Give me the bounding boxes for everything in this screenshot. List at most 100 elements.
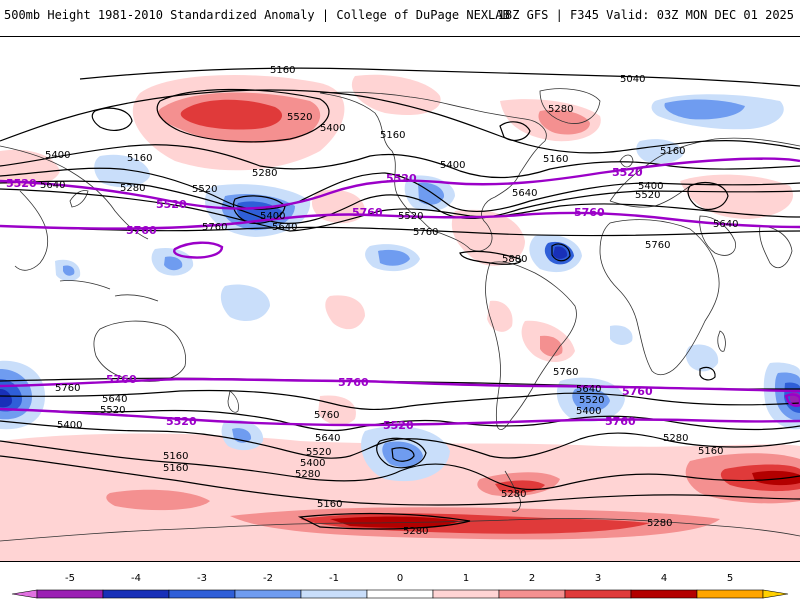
legend-color-swatch xyxy=(36,589,104,599)
coastline-new-zealand xyxy=(227,390,239,413)
contour-label: 5160 xyxy=(163,463,188,474)
coastlines xyxy=(0,88,800,542)
contour-label: 5040 xyxy=(620,74,645,85)
legend-color-swatch xyxy=(696,589,764,599)
legend-tick-labels: -5 -4 -3 -2 -1 0 1 2 3 4 5 xyxy=(65,573,733,584)
legend-tick-label: -4 xyxy=(131,573,141,584)
anomaly-negative-region xyxy=(164,256,183,271)
map-title: 500mb Height 1981-2010 Standardized Anom… xyxy=(4,8,510,22)
coastline-south-america xyxy=(485,261,577,430)
contour-label: 5400 xyxy=(638,181,663,192)
contour-low-south-atlantic xyxy=(699,366,716,381)
contour-5520-south xyxy=(0,408,800,432)
legend-tick-label: 0 xyxy=(397,573,403,584)
purple-contour-closed-pacific xyxy=(173,241,224,259)
contour-label: 5520 xyxy=(287,112,312,123)
map-canvas: 5160 5040 5520 5400 5280 5160 5400 5160 … xyxy=(0,65,800,561)
contour-labels: 5160 5040 5520 5400 5280 5160 5400 5160 … xyxy=(40,65,738,537)
coastline-india xyxy=(759,225,793,268)
contour-5400-south xyxy=(0,420,800,459)
contour-5160-north-pacific xyxy=(0,89,800,154)
header: 500mb Height 1981-2010 Standardized Anom… xyxy=(0,0,800,36)
contour-label: 5520 xyxy=(398,211,423,222)
contour-label: 5280 xyxy=(647,518,672,529)
purple-contour-label: 5760 xyxy=(352,206,383,219)
anomaly-positive-region xyxy=(330,516,460,528)
coastline-madagascar xyxy=(717,330,726,352)
coastline-africa xyxy=(599,219,720,376)
legend-tick-label: 2 xyxy=(529,573,535,584)
purple-contour-label: 5520 xyxy=(386,172,417,185)
anomaly-positive-region xyxy=(487,300,513,332)
contour-label: 5400 xyxy=(576,406,601,417)
contour-label: 5520 xyxy=(192,184,217,195)
contour-label: 5280 xyxy=(403,526,428,537)
purple-contour-label: 5520 xyxy=(6,177,37,190)
coastline-japan xyxy=(69,190,89,208)
contour-label: 5760 xyxy=(55,383,80,394)
contour-low-eurasia xyxy=(687,182,729,210)
contour-label: 5280 xyxy=(252,168,277,179)
contour-label: 5400 xyxy=(57,420,82,431)
contour-5160-south xyxy=(0,455,800,506)
contour-5640-south xyxy=(0,389,800,411)
contour-label: 5640 xyxy=(512,188,537,199)
anomaly-negative-region xyxy=(636,139,684,164)
legend-tick-label: 4 xyxy=(661,573,667,584)
anomaly-negative-region xyxy=(63,265,75,276)
contour-5640-north xyxy=(0,188,800,232)
contour-ring-northwest xyxy=(91,107,133,131)
contour-label: 5640 xyxy=(272,222,297,233)
contour-label: 5400 xyxy=(440,160,465,171)
contour-label: 5400 xyxy=(320,123,345,134)
anomaly-negative-region xyxy=(220,284,270,322)
contour-label: 5280 xyxy=(295,469,320,480)
anomaly-positive-region xyxy=(106,489,210,511)
contour-low-southern-pacific xyxy=(376,437,427,469)
contour-label: 5520 xyxy=(100,405,125,416)
contour-label: 5520 xyxy=(306,447,331,458)
anomaly-positive-region xyxy=(540,335,563,357)
coastline-uk xyxy=(619,154,634,168)
contour-5280-south xyxy=(0,440,800,491)
contour-5040-north xyxy=(79,67,800,87)
anomaly-positive-region xyxy=(325,295,365,330)
contour-label: 5760 xyxy=(553,367,578,378)
contour-label: 5160 xyxy=(163,451,188,462)
purple-contour-5760-north xyxy=(0,211,800,230)
coastline-greenland xyxy=(539,88,601,124)
anomaly-positive-region xyxy=(180,99,283,130)
legend-color-swatch xyxy=(498,589,566,599)
anomaly-negative-region xyxy=(94,154,150,188)
contour-label: 5640 xyxy=(40,180,65,191)
legend-colorbar xyxy=(11,589,789,599)
contour-label: 5160 xyxy=(380,130,405,141)
anomaly-negative-region xyxy=(685,344,719,372)
contour-5760-north xyxy=(0,225,800,237)
contour-label: 5400 xyxy=(45,150,70,161)
contour-label: 5640 xyxy=(576,384,601,395)
anomaly-negative-region xyxy=(610,325,633,345)
contour-low-north-pacific xyxy=(156,88,330,143)
contour-label: 5640 xyxy=(102,394,127,405)
contour-label: 5760 xyxy=(645,240,670,251)
contour-label: 5160 xyxy=(127,153,152,164)
contour-label: 5520 xyxy=(579,395,604,406)
contour-label: 5160 xyxy=(660,146,685,157)
anomaly-negative-region xyxy=(664,99,745,120)
purple-contour-label: 5760 xyxy=(126,224,157,237)
legend-color-swatch xyxy=(168,589,236,599)
legend-tick-label: -1 xyxy=(329,573,339,584)
purple-contour-5520-north xyxy=(0,157,800,210)
purple-contours xyxy=(0,157,800,427)
contour-label: 5400 xyxy=(260,211,285,222)
contour-label: 5160 xyxy=(317,499,342,510)
purple-contour-label: 5520 xyxy=(156,198,187,211)
purple-contour-label: 5520 xyxy=(383,419,414,432)
contour-label: 5400 xyxy=(300,458,325,469)
contour-label: 5280 xyxy=(120,183,145,194)
legend-color-swatch xyxy=(102,589,170,599)
legend-tick-label: 3 xyxy=(595,573,601,584)
contour-label: 5760 xyxy=(413,227,438,238)
anomaly-negative-region xyxy=(553,246,568,259)
